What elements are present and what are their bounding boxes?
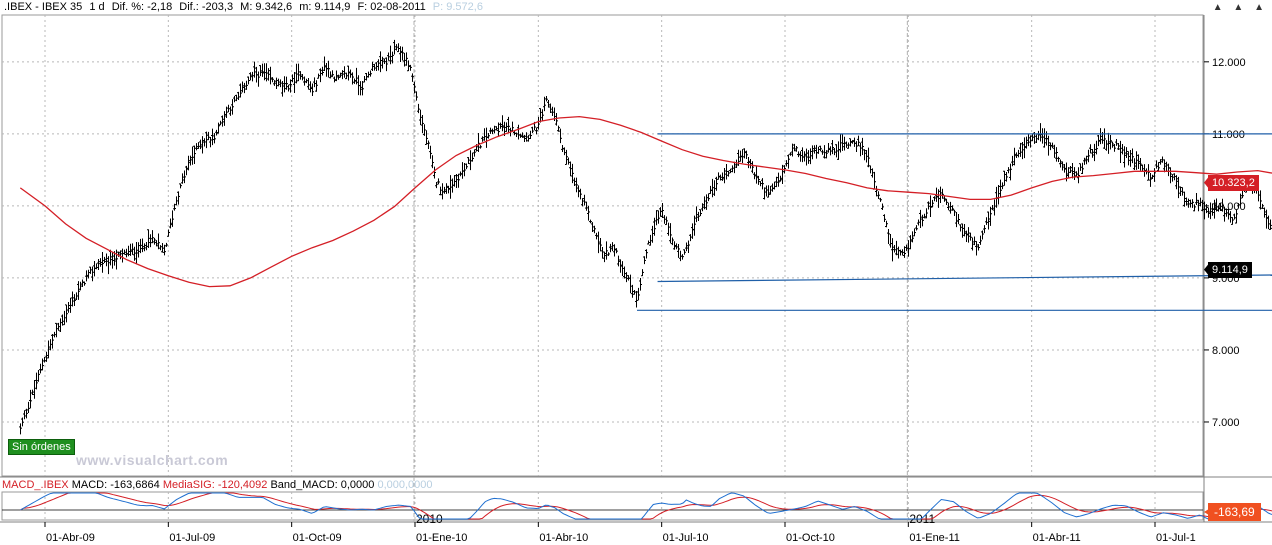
date-label: F: 02-08-2011 — [357, 1, 426, 13]
price-panel-frame — [1, 14, 1204, 477]
x-tick-label: 01-Abr-10 — [539, 532, 588, 544]
y-tick-label: 8.000 — [1212, 345, 1240, 357]
x-tick-label: 01-Oct-09 — [293, 532, 342, 544]
ma-value-tag: 10.323,2 — [1208, 174, 1259, 191]
y-tick-label: 7.000 — [1212, 417, 1240, 429]
x-tick-label: 01-Ene-11 — [909, 532, 960, 544]
period-label: 1 d — [89, 1, 105, 13]
ma-tag-pointer — [1204, 177, 1208, 188]
dif-pct-label: Dif. %: -2,18 — [111, 1, 173, 13]
x-tick-label: 01-Oct-10 — [786, 532, 835, 544]
last-price-tag: 9.114,9 — [1208, 261, 1252, 278]
x-tick-label: 01-Abr-09 — [46, 532, 95, 544]
dif-label: Dif.: -203,3 — [179, 1, 234, 13]
last-tag-pointer — [1204, 264, 1208, 275]
band-label: Band_MACD: 0,0000 — [270, 479, 375, 491]
indicator-extra-label: 0,000,0000 — [377, 479, 433, 491]
watermark: www.visualchart.com — [76, 452, 229, 468]
indicator-name: MACD_.IBEX — [2, 479, 69, 491]
orders-badge[interactable]: Sin órdenes — [8, 439, 75, 455]
p-label: P: 9.572,6 — [432, 1, 483, 13]
indicator-panel-frame — [1, 491, 1204, 521]
symbol-label: .IBEX - IBEX 35 — [4, 1, 83, 13]
window-scroll-buttons[interactable]: ▲ ▲ ▲ — [1212, 2, 1268, 13]
macd-value-tag: -163,69 — [1208, 503, 1261, 521]
chart-header: .IBEX - IBEX 35 1 d Dif. %: -2,18 Dif.: … — [4, 1, 487, 14]
indicator-header: MACD_.IBEX MACD: -163,6864 MediaSIG: -12… — [2, 479, 433, 491]
macd-line — [20, 492, 1272, 520]
x-tick-label: 01-Jul-09 — [169, 532, 215, 544]
macd-label: MACD: -163,6864 — [71, 479, 160, 491]
x-tick-label: 01-Jul-1 — [1156, 532, 1196, 544]
macd-signal-line — [20, 492, 1272, 520]
signal-label: MediaSIG: -120,4092 — [162, 479, 268, 491]
x-tick-label: 01-Ene-10 — [416, 532, 467, 544]
y-tick-label: 11.000 — [1212, 129, 1245, 141]
x-tick-label: 01-Jul-10 — [663, 532, 709, 544]
max-label: M: 9.342,6 — [240, 1, 293, 13]
moving-average-line — [19, 115, 1272, 288]
min-label: m: 9.114,9 — [299, 1, 351, 13]
trendline — [657, 274, 1272, 283]
x-tick-label: 01-Abr-11 — [1033, 532, 1081, 544]
y-tick-label: 12.000 — [1212, 57, 1246, 69]
